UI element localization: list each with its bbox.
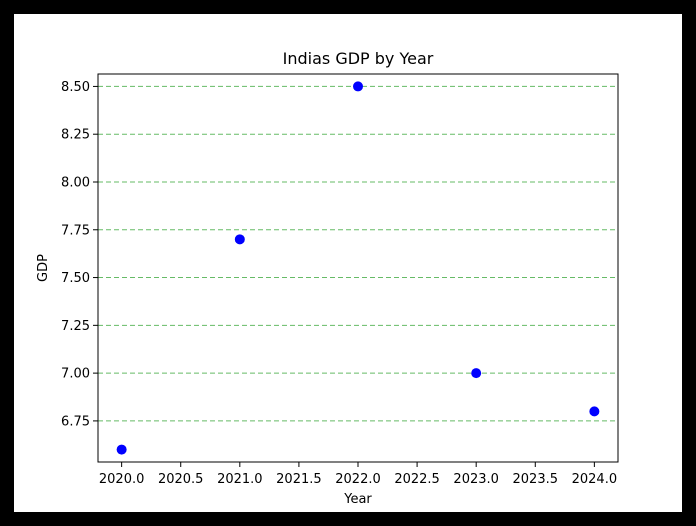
y-tick-label-6: 8.25 xyxy=(61,128,90,143)
y-tick-label-3: 7.50 xyxy=(61,271,90,286)
data-point-1 xyxy=(234,234,245,245)
x-tick-label-0: 2020.0 xyxy=(99,472,145,487)
x-tick-label-1: 2020.5 xyxy=(158,472,204,487)
x-tick-label-6: 2023.0 xyxy=(453,472,499,487)
y-tick-label-1: 7.00 xyxy=(61,367,90,382)
y-tick-label-0: 6.75 xyxy=(61,414,90,429)
data-point-3 xyxy=(471,368,482,379)
y-axis-ticks: 6.75 7.00 7.25 7.50 7.75 8.00 8.25 8.50 xyxy=(61,80,98,429)
x-axis-title: Year xyxy=(343,492,372,507)
y-tick-label-2: 7.25 xyxy=(61,319,90,334)
grid-lines xyxy=(98,85,618,422)
x-tick-label-2: 2021.0 xyxy=(217,472,263,487)
x-tick-label-8: 2024.0 xyxy=(572,472,618,487)
x-tick-label-3: 2021.5 xyxy=(276,472,322,487)
y-axis-title: GDP xyxy=(36,254,51,282)
data-points xyxy=(116,81,600,455)
x-tick-label-4: 2022.0 xyxy=(335,472,381,487)
data-point-2 xyxy=(353,81,363,92)
data-point-0 xyxy=(116,444,127,455)
y-tick-label-5: 8.00 xyxy=(61,175,90,190)
chart-title: Indias GDP by Year xyxy=(283,49,434,68)
data-point-4 xyxy=(589,406,600,417)
plot-area-frame xyxy=(97,73,619,463)
y-tick-label-4: 7.75 xyxy=(61,223,90,238)
figure-canvas xyxy=(14,14,682,512)
x-tick-label-7: 2023.5 xyxy=(513,472,559,487)
x-axis-ticks: 2020.0 2020.5 2021.0 2021.5 2022.0 2022.5 2023… xyxy=(99,462,617,487)
x-tick-label-5: 2022.5 xyxy=(394,472,440,487)
y-tick-label-7: 8.50 xyxy=(61,80,90,95)
